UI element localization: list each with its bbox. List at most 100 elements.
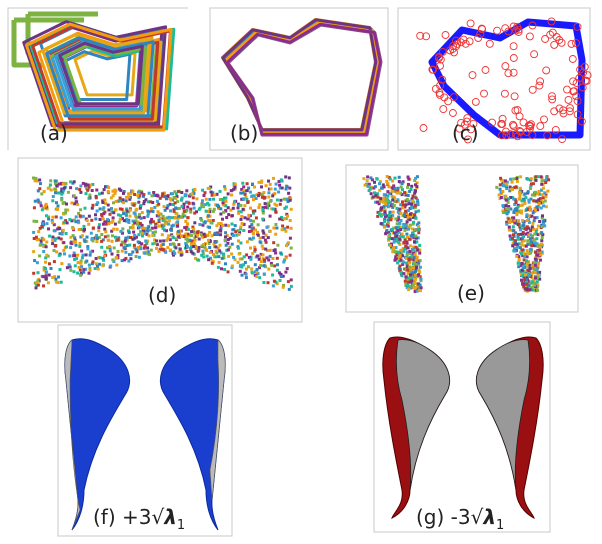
point	[394, 250, 397, 253]
point	[153, 206, 156, 209]
point	[85, 260, 88, 263]
point	[80, 265, 83, 268]
point	[52, 195, 55, 198]
point	[287, 192, 290, 195]
point	[274, 223, 277, 226]
point	[387, 221, 390, 224]
point	[398, 222, 401, 225]
point	[520, 243, 523, 246]
point	[211, 194, 214, 197]
point	[89, 254, 92, 257]
point	[220, 222, 223, 225]
point	[393, 187, 396, 190]
point	[400, 212, 403, 215]
point	[168, 219, 171, 222]
point	[288, 187, 291, 190]
point	[519, 196, 522, 199]
point	[383, 193, 386, 196]
point	[165, 197, 168, 200]
point	[398, 238, 401, 241]
point	[107, 222, 110, 225]
point	[269, 230, 272, 233]
point	[209, 251, 212, 254]
point	[121, 241, 124, 244]
point	[412, 284, 415, 287]
point	[247, 200, 250, 203]
point	[57, 237, 60, 240]
point	[95, 189, 98, 192]
point	[499, 177, 502, 180]
point	[174, 216, 177, 219]
point	[137, 233, 140, 236]
point	[222, 211, 225, 214]
point	[32, 250, 35, 253]
point	[32, 272, 35, 275]
point	[73, 270, 76, 273]
point	[415, 197, 418, 200]
point	[397, 241, 400, 244]
point	[95, 196, 98, 199]
point	[537, 244, 540, 247]
point	[180, 191, 183, 194]
point	[531, 225, 534, 228]
point	[212, 198, 215, 201]
point	[38, 179, 41, 182]
point	[74, 264, 77, 267]
point	[74, 220, 77, 223]
point	[211, 262, 214, 265]
point	[66, 221, 69, 224]
point	[95, 234, 98, 237]
point	[116, 228, 119, 231]
point	[183, 226, 186, 229]
point	[542, 220, 545, 223]
point	[54, 191, 57, 194]
point	[82, 268, 85, 271]
point	[262, 253, 265, 256]
point	[240, 215, 243, 218]
point	[222, 198, 225, 201]
point	[195, 197, 198, 200]
point	[141, 224, 144, 227]
point	[138, 256, 141, 259]
point	[526, 240, 529, 243]
point	[237, 247, 240, 250]
point	[66, 266, 69, 269]
point	[92, 227, 95, 230]
point	[131, 251, 134, 254]
point	[531, 222, 534, 225]
point	[180, 198, 183, 201]
point	[399, 271, 402, 274]
point	[539, 253, 542, 256]
point	[533, 267, 536, 270]
point	[190, 242, 193, 245]
point	[166, 204, 169, 207]
point	[246, 218, 249, 221]
panel-label: (b)	[230, 121, 258, 145]
point	[86, 247, 89, 250]
point	[516, 180, 519, 183]
point	[393, 204, 396, 207]
point	[64, 209, 67, 212]
label-text: (f) +3√	[93, 505, 164, 529]
point	[62, 249, 65, 252]
point	[77, 261, 80, 264]
point	[197, 246, 200, 249]
point	[137, 191, 140, 194]
point	[136, 194, 139, 197]
point	[245, 273, 248, 276]
point	[34, 200, 37, 203]
point	[272, 177, 275, 180]
point	[188, 202, 191, 205]
point	[99, 218, 102, 221]
point	[405, 276, 408, 279]
point	[119, 197, 122, 200]
point	[276, 263, 279, 266]
point	[536, 280, 539, 283]
point	[186, 238, 189, 241]
point	[149, 200, 152, 203]
point	[48, 274, 51, 277]
point	[146, 215, 149, 218]
point	[276, 269, 279, 272]
point	[406, 253, 409, 256]
point	[251, 227, 254, 230]
